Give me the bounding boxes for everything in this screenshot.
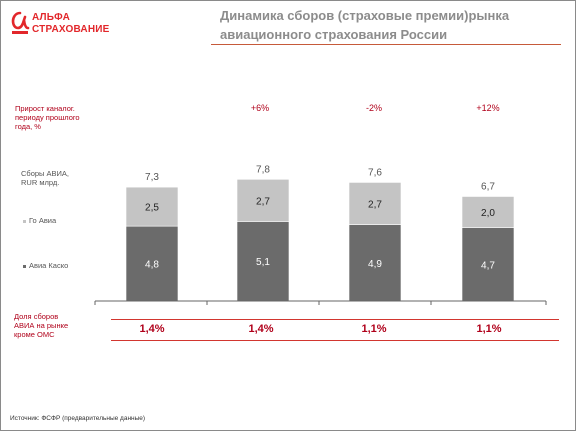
bar-value-label: 2,0: [481, 208, 495, 219]
growth-value-2010: +6%: [250, 103, 270, 113]
series-caption-line: Сборы АВИА,: [21, 169, 70, 178]
share-value-2012: 1,1%: [476, 323, 502, 335]
bar-total-label: 7,6: [368, 167, 382, 178]
series-caption-line: RUR млрд.: [21, 178, 60, 187]
bar-total-label: 6,7: [481, 181, 495, 192]
bar-value-label: 4,7: [481, 260, 495, 271]
source-note: Источник: ФСФР (предварительные данные): [10, 415, 146, 422]
growth-value-2011: -2%: [365, 103, 382, 113]
bar-segment-go-avia: [236, 179, 290, 222]
series-caption: Сборы АВИА, RUR млрд.: [21, 169, 69, 187]
growth-caption-line: года, %: [15, 122, 41, 131]
share-row-bottom-line: [111, 340, 559, 341]
growth-caption: Прирост каналог. периоду прошлого года, …: [15, 104, 80, 131]
alfa-logo-icon: [11, 11, 30, 34]
bar-value-label: 2,7: [368, 200, 382, 211]
bar-segment-go-avia: [348, 182, 402, 225]
bar-value-label: 2,7: [256, 196, 270, 207]
share-caption: Доля сборов АВИА на рынке кроме ОМС: [14, 312, 68, 339]
bar-segment-avia-kasko: [125, 225, 179, 302]
share-caption-line: Доля сборов: [14, 312, 59, 321]
growth-value-2012: +12%: [476, 103, 500, 113]
bar-chart: 4,82,57,320095,12,77,820104,92,77,620114…: [94, 164, 547, 305]
share-value-2010: 1,4%: [248, 323, 274, 335]
bar-segment-avia-kasko: [236, 221, 290, 302]
bar-segment-avia-kasko: [348, 224, 402, 302]
bar-value-label: 5,1: [256, 257, 270, 268]
logo-name-line1: АЛЬФА: [32, 12, 71, 23]
bar-total-label: 7,3: [145, 172, 159, 183]
logo-name-line2: СТРАХОВАНИЕ: [32, 24, 110, 35]
bar-segment-avia-kasko: [461, 227, 515, 302]
legend-marker: [23, 219, 26, 223]
legend-item-avia-kasko: Авиа Каско: [23, 261, 68, 270]
bar-segment-go-avia: [461, 196, 515, 228]
bar-value-label: 4,9: [368, 259, 382, 270]
legend-label: Авиа Каско: [29, 261, 69, 270]
slide-title-line2: авиационного страхования России: [220, 27, 448, 42]
growth-caption-line: Прирост каналог.: [15, 104, 75, 113]
bar-value-label: 2,5: [145, 203, 159, 214]
slide-title-line1: Динамика сборов (страховые премии)рынка: [220, 8, 510, 23]
growth-caption-line: периоду прошлого: [15, 113, 80, 122]
share-caption-line: АВИА на рынке: [14, 321, 69, 330]
title-divider: [211, 44, 561, 45]
bar-segment-go-avia: [125, 186, 179, 227]
legend-label: Го Авиа: [29, 216, 57, 225]
share-value-2009: 1,4%: [139, 323, 165, 335]
share-value-2011: 1,1%: [361, 323, 387, 335]
bar-value-label: 4,8: [145, 260, 159, 271]
legend-marker: [23, 264, 26, 268]
share-caption-line: кроме ОМС: [14, 330, 55, 339]
bar-total-label: 7,8: [256, 164, 270, 175]
legend-item-go-avia: Го Авиа: [23, 216, 56, 225]
share-row-top-line: [111, 319, 559, 320]
